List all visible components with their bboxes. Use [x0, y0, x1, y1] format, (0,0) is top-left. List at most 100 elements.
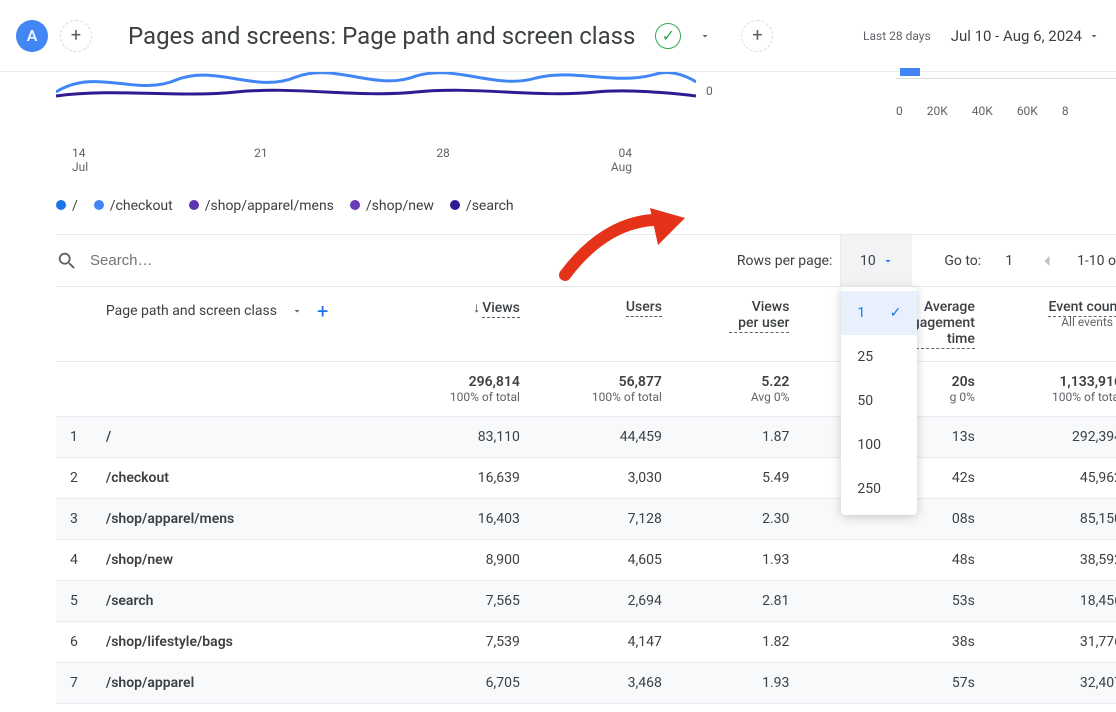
- row-views: 8,900: [392, 540, 534, 581]
- rpp-option-250[interactable]: 250: [841, 467, 917, 511]
- row-vpu: 5.49: [676, 458, 804, 499]
- col-users[interactable]: Users: [534, 287, 676, 362]
- date-preset-label: Last 28 days: [863, 29, 931, 43]
- legend-label: /shop/apparel/mens: [205, 198, 334, 214]
- row-aet: 38s: [803, 622, 988, 663]
- goto-value[interactable]: 1: [1005, 253, 1013, 269]
- row-users: 7,128: [534, 499, 676, 540]
- x-axis-ticks: 14212804: [72, 142, 632, 160]
- legend-item[interactable]: /checkout: [94, 198, 173, 214]
- title-dropdown-button[interactable]: [693, 24, 717, 48]
- date-range-picker[interactable]: Jul 10 - Aug 6, 2024: [951, 27, 1100, 45]
- row-aet: 57s: [803, 663, 988, 704]
- legend-swatch: [189, 200, 199, 210]
- row-vpu: 1.93: [676, 540, 804, 581]
- legend-swatch: [350, 200, 360, 210]
- row-vpu: 1.82: [676, 622, 804, 663]
- chevron-left-icon: [1037, 251, 1057, 271]
- rpp-option-100[interactable]: 100: [841, 423, 917, 467]
- prev-page-button[interactable]: [1037, 251, 1057, 271]
- row-aet: 48s: [803, 540, 988, 581]
- row-users: 2,694: [534, 581, 676, 622]
- search-icon: [56, 250, 78, 272]
- legend-item[interactable]: /shop/new: [350, 198, 434, 214]
- legend-item[interactable]: /shop/apparel/mens: [189, 198, 334, 214]
- col-views[interactable]: ↓Views: [392, 287, 534, 362]
- zero-label: 0: [706, 84, 713, 98]
- table-row[interactable]: 4/shop/new8,9004,6051.9348s38,592: [56, 540, 1116, 581]
- row-views: 83,110: [392, 417, 534, 458]
- row-vpu: 2.30: [676, 499, 804, 540]
- dimension-selector[interactable]: Page path and screen class: [106, 303, 277, 319]
- row-path: /search: [92, 581, 392, 622]
- data-table: Page path and screen class + ↓Views User…: [56, 286, 1116, 704]
- table-row[interactable]: 1/83,11044,4591.8713s292,394: [56, 417, 1116, 458]
- row-index: 3: [56, 499, 92, 540]
- chart-area: 0 020K40K60K8: [56, 72, 1116, 142]
- legend-label: /search: [466, 198, 514, 214]
- row-views: 7,565: [392, 581, 534, 622]
- row-views: 16,403: [392, 499, 534, 540]
- row-users: 4,605: [534, 540, 676, 581]
- legend-label: /checkout: [110, 198, 173, 214]
- avatar[interactable]: A: [16, 20, 48, 52]
- legend-label: /: [72, 198, 78, 214]
- search-input[interactable]: [90, 252, 290, 269]
- row-path: /: [92, 417, 392, 458]
- row-vpu: 1.93: [676, 663, 804, 704]
- row-index: 5: [56, 581, 92, 622]
- date-range-text: Jul 10 - Aug 6, 2024: [951, 27, 1082, 45]
- rows-per-page-value: 10: [860, 253, 876, 269]
- row-events: 31,776: [989, 622, 1116, 663]
- bar-chart: 0 020K40K60K8: [696, 72, 1116, 142]
- rpp-option-1[interactable]: 1✓: [841, 291, 917, 335]
- row-views: 6,705: [392, 663, 534, 704]
- row-events: 85,150: [989, 499, 1116, 540]
- legend-item[interactable]: /search: [450, 198, 514, 214]
- rpp-option-25[interactable]: 25: [841, 335, 917, 379]
- row-aet: 53s: [803, 581, 988, 622]
- chevron-down-icon: [291, 305, 303, 317]
- rows-per-page-dropdown: 1✓2550100250: [841, 287, 917, 515]
- check-icon: ✓: [890, 305, 902, 321]
- x-axis-sublabels: JulAug: [72, 160, 632, 174]
- goto-label: Go to:: [944, 253, 981, 269]
- chevron-down-icon: [1088, 30, 1100, 42]
- legend-item[interactable]: /: [56, 198, 78, 214]
- row-index: 7: [56, 663, 92, 704]
- row-events: 18,456: [989, 581, 1116, 622]
- row-events: 32,407: [989, 663, 1116, 704]
- table-toolbar: Rows per page: 10 1✓2550100250 Go to: 1 …: [56, 234, 1116, 286]
- rows-per-page-label: Rows per page:: [737, 253, 832, 269]
- row-users: 3,468: [534, 663, 676, 704]
- col-event-count[interactable]: Event count All events ▾: [989, 287, 1116, 362]
- table-row[interactable]: 2/checkout16,6393,0305.4942s45,962: [56, 458, 1116, 499]
- row-vpu: 2.81: [676, 581, 804, 622]
- row-path: /shop/new: [92, 540, 392, 581]
- row-index: 1: [56, 417, 92, 458]
- row-users: 4,147: [534, 622, 676, 663]
- chart-legend: / /checkout/shop/apparel/mens/shop/new/se…: [56, 198, 1116, 214]
- row-index: 4: [56, 540, 92, 581]
- table-row[interactable]: 6/shop/lifestyle/bags7,5394,1471.8238s31…: [56, 622, 1116, 663]
- row-events: 292,394: [989, 417, 1116, 458]
- legend-swatch: [94, 200, 104, 210]
- rows-per-page-select[interactable]: 10 1✓2550100250: [840, 235, 912, 287]
- rpp-option-50[interactable]: 50: [841, 379, 917, 423]
- row-views: 7,539: [392, 622, 534, 663]
- row-events: 45,962: [989, 458, 1116, 499]
- row-path: /shop/apparel/mens: [92, 499, 392, 540]
- col-views-per-user[interactable]: Views per user: [676, 287, 804, 362]
- chevron-down-icon: [882, 255, 894, 267]
- row-views: 16,639: [392, 458, 534, 499]
- row-path: /shop/apparel: [92, 663, 392, 704]
- add-button[interactable]: +: [741, 20, 773, 52]
- add-comparison-button[interactable]: +: [60, 20, 92, 52]
- add-dimension-button[interactable]: +: [317, 299, 328, 323]
- table-row[interactable]: 5/search7,5652,6942.8153s18,456: [56, 581, 1116, 622]
- verified-icon: ✓: [655, 23, 681, 49]
- table-row[interactable]: 7/shop/apparel6,7053,4681.9357s32,407: [56, 663, 1116, 704]
- row-events: 38,592: [989, 540, 1116, 581]
- table-row[interactable]: 3/shop/apparel/mens16,4037,1282.3008s85,…: [56, 499, 1116, 540]
- page-title: Pages and screens: Page path and screen …: [128, 22, 635, 50]
